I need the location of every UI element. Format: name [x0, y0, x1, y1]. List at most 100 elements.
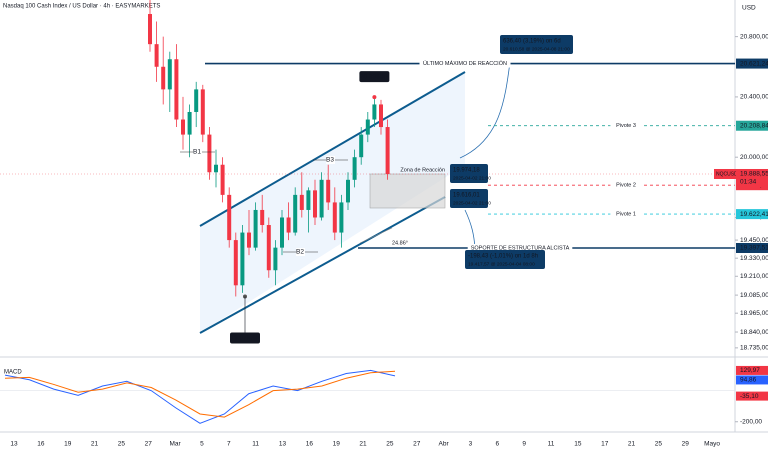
candle-body: [227, 194, 232, 241]
candle-body: [161, 66, 166, 90]
point-b-line2: 2025-04-02 21:00: [453, 200, 491, 206]
point-a-line1: 19.974,18: [453, 168, 480, 174]
x-tick-label: 9: [522, 441, 526, 448]
candle-body: [214, 164, 218, 173]
angle-label: 24.86°: [392, 240, 408, 246]
b3-label: B3: [326, 157, 334, 164]
level-label-bg: [419, 59, 511, 68]
y-tick-label: 19.210,00: [740, 273, 768, 280]
macd-badge: [736, 365, 768, 375]
b1-label: B1: [193, 149, 201, 156]
candle-body: [372, 104, 377, 120]
candle-body: [332, 202, 337, 233]
x-tick-label: 16: [37, 441, 45, 448]
candle-body: [187, 111, 192, 135]
channel-lower: [199, 196, 446, 334]
candle-body: [247, 232, 251, 248]
y-tick-label: 19.330,00: [740, 255, 768, 262]
channel-upper: [199, 71, 466, 227]
reaction-zone: [369, 173, 446, 209]
x-tick-label: 21: [628, 441, 636, 448]
zone-label: Zona de Reacción: [400, 167, 445, 173]
candle-body: [167, 59, 172, 90]
x-tick-label: 25: [655, 441, 663, 448]
level-badge-label: 19.622,41: [740, 211, 768, 218]
macd-badge-label: 94,86: [740, 377, 757, 384]
candle-body: [293, 194, 298, 233]
level-label: SOPORTE DE ESTRUCTURA ALCISTA: [471, 245, 570, 251]
x-tick-label: Mar: [169, 441, 181, 448]
candle-body: [233, 240, 238, 286]
high-box: [359, 71, 390, 83]
low-box: [230, 332, 260, 344]
measure-down-box: [465, 250, 545, 269]
macd-line: [4, 370, 396, 418]
candle-body: [326, 179, 331, 203]
level-label-bg: [467, 244, 573, 253]
y-tick-label: 19.450,00: [740, 237, 768, 244]
x-tick-label: 21: [91, 441, 99, 448]
x-tick-label: 6: [495, 441, 499, 448]
y-tick-label: -200,00: [740, 418, 762, 425]
level-label-bg: [610, 181, 642, 190]
macd-badge-label: -35,10: [740, 393, 759, 400]
y-tick-label: 20.400,00: [740, 94, 768, 101]
candle-body: [181, 119, 185, 135]
y-tick-label: 19.085,00: [740, 292, 768, 299]
b2-label: B2: [296, 249, 304, 256]
y-tick-label: 18.965,00: [740, 310, 768, 317]
measure-down-line2: 19.417,57 @ 2025-04-04 08:00: [468, 261, 535, 267]
x-tick-label: 19: [333, 441, 341, 448]
candle-body: [273, 247, 278, 271]
x-tick-label: 13: [10, 441, 18, 448]
arrow-up: [459, 61, 511, 159]
x-tick-label: 3: [469, 441, 473, 448]
candle-body: [319, 179, 324, 218]
candle-body: [359, 134, 364, 158]
price-label: 19.888,55: [740, 171, 768, 178]
b-bg: [296, 248, 305, 256]
level-label-bg: [610, 121, 642, 130]
symbol-label: NQCUSD: [716, 171, 738, 177]
point-a-box: [450, 164, 488, 183]
level-label-bg: [610, 210, 642, 219]
candle-body: [313, 190, 317, 218]
macd-line: [4, 369, 396, 424]
level-label: Pivote 3: [616, 123, 636, 129]
level-badge: [736, 209, 768, 220]
low-label: 19.075,95: [231, 335, 260, 342]
level-badge-label: 20.621,24: [740, 60, 768, 67]
x-tick-label: 15: [574, 441, 582, 448]
x-tick-label: 27: [413, 441, 421, 448]
candle-body: [339, 202, 344, 233]
level-badge: [736, 243, 768, 254]
candle-body: [220, 164, 225, 195]
level-label: Pivote 2: [616, 183, 636, 189]
high-dot: [372, 95, 377, 100]
level-badge: [736, 58, 768, 69]
y-tick-label: 18.840,00: [740, 329, 768, 336]
x-tick-label: 11: [252, 441, 259, 448]
b-bg: [326, 156, 335, 164]
chart-title: Nasdaq 100 Cash Index / US Dollar · 4h ·…: [3, 4, 160, 10]
candle-body: [379, 104, 383, 128]
level-badge-label: 20.208,84: [740, 122, 768, 129]
macd-badge-label: 129,97: [740, 367, 760, 374]
measure-up-line2: 20.610,58 @ 2025-04-08 21:00: [503, 46, 570, 52]
x-tick-label: 21: [359, 441, 367, 448]
x-tick-label: 27: [145, 441, 153, 448]
candle-body: [200, 89, 205, 135]
angle-line: [359, 227, 393, 244]
point-a-line2: 2025-04-02 21:00: [453, 175, 491, 181]
level-badge: [736, 120, 768, 131]
y-tick-label: 20.800,00: [740, 33, 768, 40]
x-tick-label: Mayo: [704, 441, 720, 448]
x-tick-label: 29: [682, 441, 690, 448]
currency: USD: [742, 5, 756, 12]
countdown: 01:34: [740, 179, 757, 186]
candle-body: [346, 179, 350, 203]
macd-badge: [736, 391, 768, 401]
candle-body: [174, 59, 179, 120]
